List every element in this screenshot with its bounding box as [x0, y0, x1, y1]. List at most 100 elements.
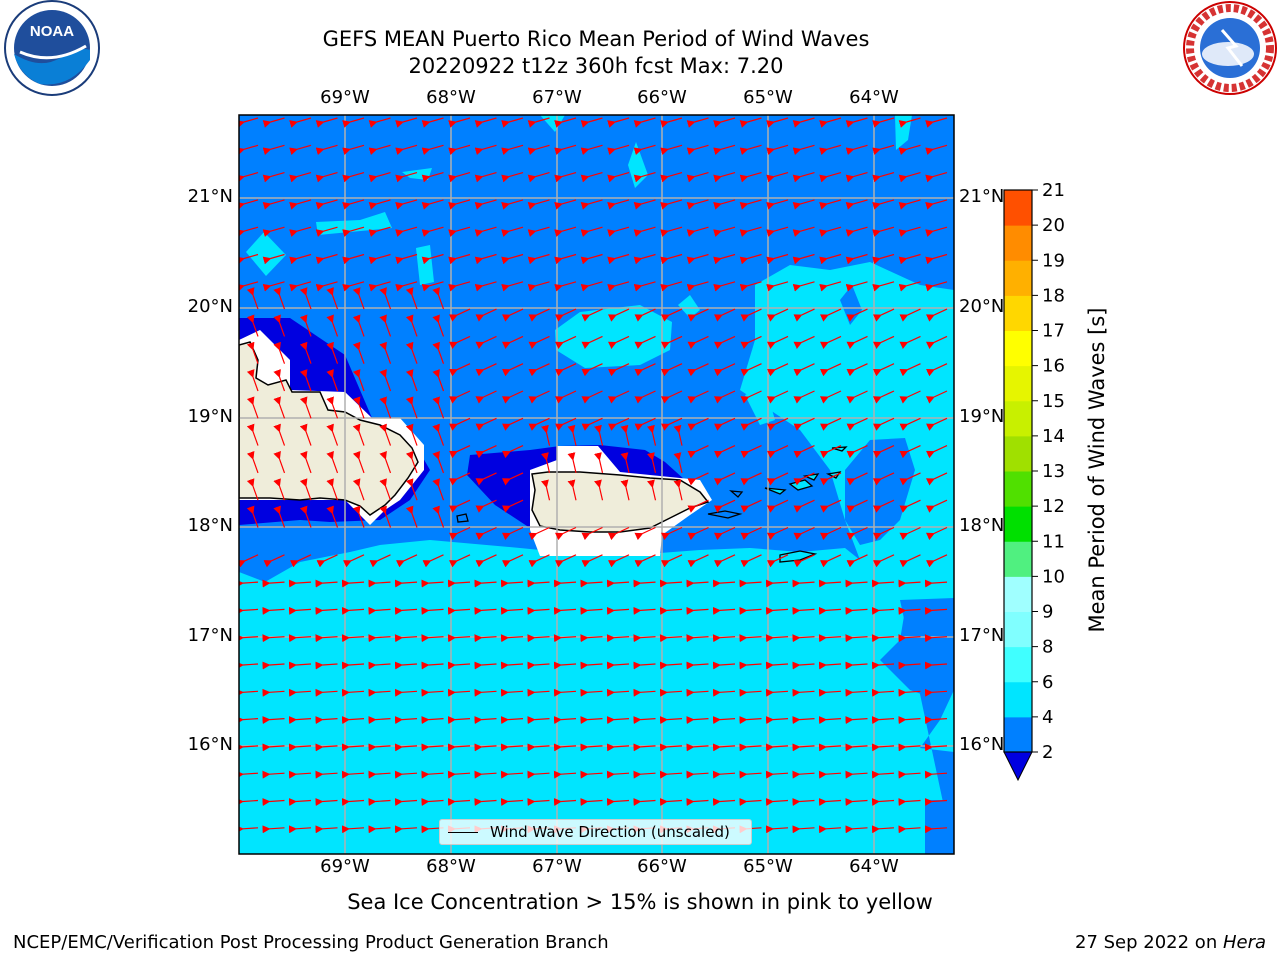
wind-arrow — [686, 661, 709, 670]
wind-arrow — [766, 172, 789, 183]
wind-arrow — [448, 554, 471, 568]
wind-arrow — [580, 199, 603, 210]
wind-arrow — [262, 253, 285, 265]
wind-arrow — [448, 281, 471, 292]
wind-arrow — [660, 390, 683, 404]
wind-arrow — [352, 450, 365, 474]
wind-arrow — [394, 688, 418, 697]
wind-arrow — [501, 226, 524, 237]
lon-tick-label: 68°W — [426, 856, 476, 877]
wind-arrow — [872, 144, 895, 156]
wind-arrow — [739, 743, 762, 752]
wind-arrow — [765, 825, 789, 834]
wind-arrow — [239, 579, 259, 588]
wind-arrow — [447, 716, 471, 725]
wind-arrow — [925, 199, 948, 210]
wind-arrow — [687, 308, 709, 322]
wind-arrow — [447, 797, 471, 806]
wind-arrow — [528, 390, 550, 404]
region-cyan-patch — [246, 232, 286, 276]
wind-arrow — [845, 716, 868, 725]
wind-arrow — [792, 117, 815, 128]
wind-arrow — [394, 770, 418, 779]
wind-arrow — [405, 478, 418, 501]
lon-tick-label: 65°W — [743, 856, 793, 877]
wind-arrow — [326, 450, 339, 474]
wind-arrow — [448, 144, 471, 156]
wind-arrow — [262, 797, 285, 806]
wind-arrow — [766, 526, 789, 541]
wind-arrow — [394, 634, 418, 643]
wind-arrow — [819, 199, 842, 210]
wind-arrow — [239, 281, 259, 292]
wind-arrow — [341, 634, 365, 643]
wind-arrow — [421, 606, 444, 615]
wind-arrow — [659, 716, 683, 725]
wind-arrow — [368, 797, 391, 806]
wind-arrow — [289, 281, 312, 292]
region-blue-patch — [845, 438, 915, 545]
wind-arrow — [246, 423, 259, 446]
wind-arrow — [659, 661, 683, 670]
colorbar-band — [1004, 576, 1032, 612]
wind-arrow — [740, 499, 762, 513]
wind-arrow — [924, 743, 948, 752]
wind-arrow — [342, 554, 365, 568]
wind-arrow — [527, 226, 550, 237]
wind-arrow — [872, 335, 895, 349]
wind-arrow — [925, 172, 948, 183]
wind-arrow — [527, 634, 550, 643]
wind-arrow — [368, 825, 391, 834]
lon-tick-label: 66°W — [637, 856, 687, 877]
wind-arrow — [766, 281, 789, 292]
wind-arrow — [739, 797, 762, 806]
wind-arrow — [686, 797, 709, 806]
wind-arrow — [475, 417, 497, 431]
wind-arrow — [554, 199, 577, 210]
wind-arrow — [818, 743, 842, 752]
map-subtitle-forecast: 20220922 t12z 360h fcst Max: 7.20 — [408, 54, 784, 78]
wind-arrow — [580, 743, 603, 752]
wind-arrow — [633, 743, 656, 752]
wind-arrow — [475, 308, 497, 322]
wind-arrow — [660, 253, 683, 265]
wind-arrow — [395, 554, 418, 568]
wind-arrow — [712, 743, 736, 752]
wind-arrow — [288, 825, 312, 834]
wind-arrow — [239, 144, 259, 156]
wind-arrow — [633, 797, 656, 806]
wind-arrow — [421, 226, 444, 237]
colorbar-tick-label: 18 — [1042, 285, 1065, 306]
wind-arrow — [792, 281, 815, 292]
lat-tick-label: 17°N — [187, 625, 233, 646]
wind-arrow — [871, 661, 895, 670]
wind-arrow — [541, 452, 551, 474]
wind-arrow — [899, 472, 921, 486]
wind-arrow — [740, 363, 762, 377]
wind-arrow — [475, 445, 497, 459]
colorbar-band — [1004, 400, 1032, 437]
wind-arrow — [501, 526, 524, 541]
wind-arrow — [793, 335, 815, 349]
wind-arrow — [792, 743, 815, 752]
wind-arrow — [315, 716, 338, 725]
wind-arrow — [898, 606, 921, 615]
wind-arrow — [819, 144, 842, 156]
wind-arrow — [315, 144, 338, 156]
footer-date: 27 Sep 2022 on Hera — [1075, 932, 1266, 953]
wind-arrow — [289, 199, 312, 210]
wind-arrow — [368, 117, 391, 128]
wind-arrow — [341, 716, 365, 725]
wind-arrow — [606, 661, 630, 670]
wind-arrows — [239, 117, 948, 834]
wind-arrow — [273, 450, 286, 474]
wind-arrow — [898, 281, 921, 292]
wind-arrow — [898, 716, 921, 725]
wind-arrow — [341, 743, 365, 752]
wind-arrow — [765, 661, 789, 670]
colorbar-tick-label: 14 — [1042, 426, 1065, 447]
wind-arrow — [500, 743, 524, 752]
wind-arrow — [845, 117, 868, 128]
wind-arrow — [712, 579, 736, 588]
wind-arrow — [246, 369, 259, 392]
